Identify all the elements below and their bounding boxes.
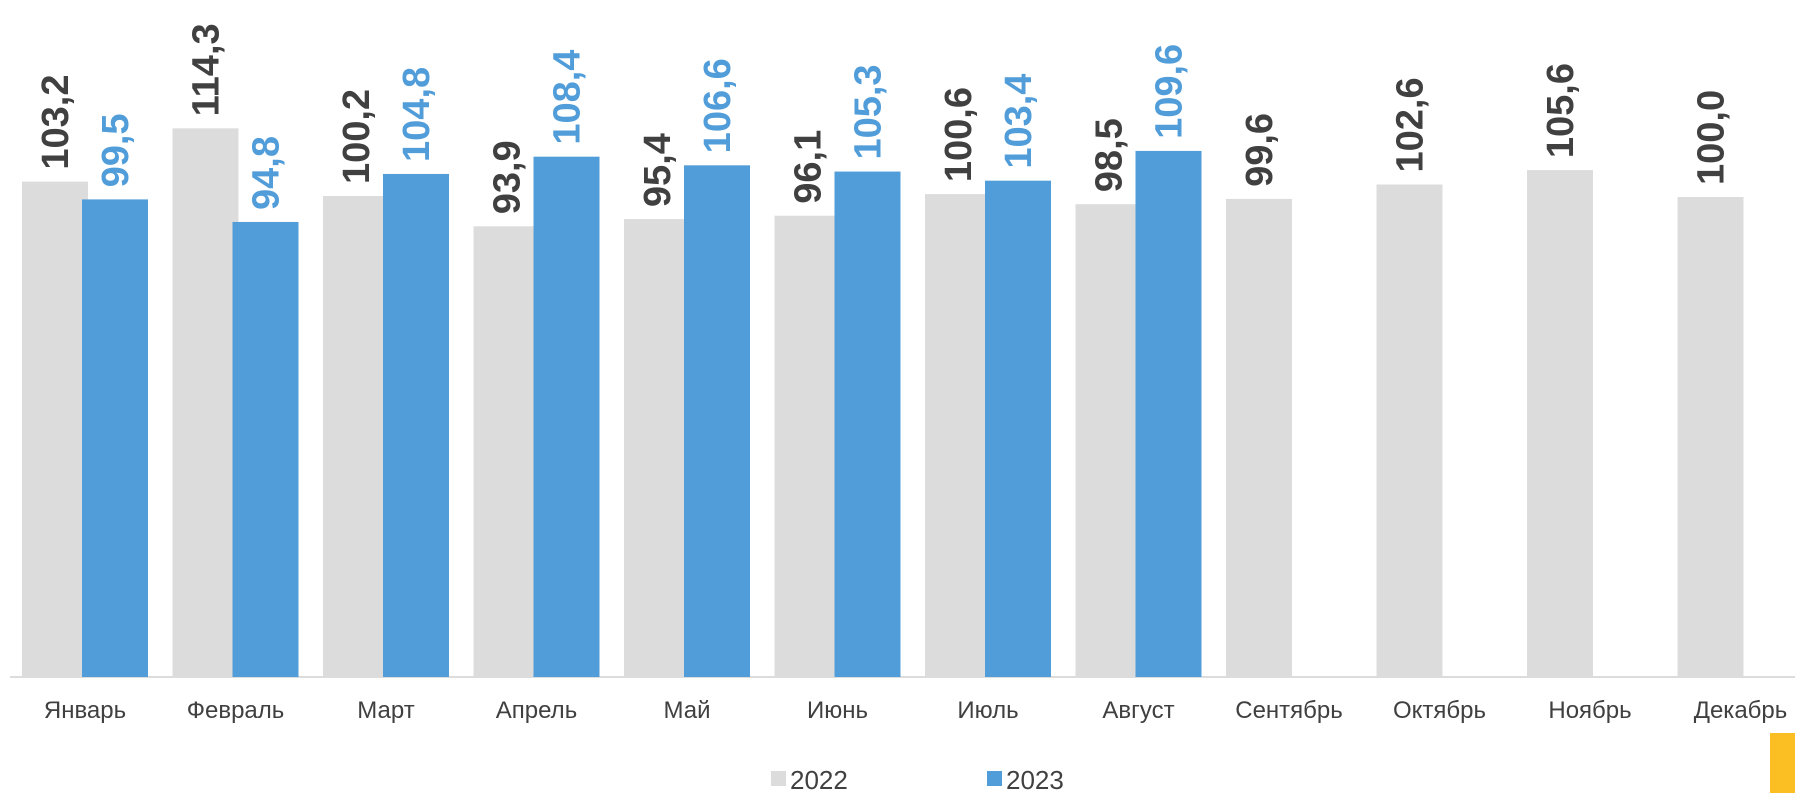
value-label-2022-2: 114,3 bbox=[186, 23, 228, 116]
legend-swatch-2023 bbox=[987, 771, 1002, 786]
category-label-11: Ноябрь bbox=[1548, 697, 1631, 724]
category-label-4: Апрель bbox=[496, 697, 577, 724]
bar-2022-9 bbox=[1226, 198, 1292, 678]
legend-swatch-2022 bbox=[771, 771, 786, 786]
value-label-2023-8: 109,6 bbox=[1149, 44, 1191, 139]
bar-2022-7 bbox=[925, 194, 991, 677]
category-label-5: Май bbox=[663, 697, 710, 724]
category-labels-group: Январь Февраль Март Апрель Май Июнь Июль Август… bbox=[44, 697, 1787, 724]
category-label-3: Март bbox=[357, 697, 414, 724]
bar-2023-3 bbox=[383, 173, 449, 677]
category-label-2: Февраль bbox=[187, 697, 285, 724]
bar-2023-6 bbox=[834, 171, 901, 677]
bar-2023-8 bbox=[1135, 150, 1202, 678]
value-label-2022-12: 100,0 bbox=[1691, 90, 1733, 185]
bar-2022-8 bbox=[1075, 204, 1142, 677]
value-label-2022-10: 102,6 bbox=[1390, 77, 1432, 172]
bar-2022-11 bbox=[1527, 170, 1593, 677]
value-label-2022-11: 105,6 bbox=[1540, 63, 1582, 158]
bar-2023-5 bbox=[684, 165, 750, 677]
value-label-2022-9: 99,6 bbox=[1239, 113, 1281, 187]
bar-2022-10 bbox=[1376, 184, 1443, 677]
legend-label-2023: 2023 bbox=[1006, 765, 1064, 793]
value-label-2023-4: 108,4 bbox=[547, 50, 589, 145]
category-label-7: Июль bbox=[957, 697, 1018, 724]
bar-2022-5 bbox=[624, 219, 690, 677]
value-label-2023-7: 103,4 bbox=[998, 74, 1040, 169]
value-label-2023-1: 99,5 bbox=[95, 113, 137, 187]
legend: 2022 2023 bbox=[771, 765, 1064, 793]
value-label-2023-5: 106,6 bbox=[697, 58, 739, 153]
bar-2023-7 bbox=[985, 180, 1051, 677]
category-label-6: Июнь bbox=[807, 697, 868, 724]
bar-2022-1 bbox=[22, 181, 88, 677]
legend-label-2022: 2022 bbox=[790, 765, 848, 793]
bars-group bbox=[22, 128, 1744, 678]
bar-2023-1 bbox=[82, 199, 148, 677]
category-label-10: Октябрь bbox=[1393, 697, 1486, 724]
value-label-2022-3: 100,2 bbox=[336, 89, 378, 184]
bar-2022-3 bbox=[323, 196, 389, 678]
bar-2022-4 bbox=[473, 226, 540, 677]
bar-2023-2 bbox=[232, 221, 299, 677]
bar-2022-6 bbox=[774, 215, 841, 677]
value-label-2022-6: 96,1 bbox=[788, 130, 830, 204]
value-label-2022-5: 95,4 bbox=[637, 133, 679, 207]
value-label-2023-2: 94,8 bbox=[246, 136, 288, 210]
value-label-2023-3: 104,8 bbox=[396, 67, 438, 162]
value-label-2022-4: 93,9 bbox=[487, 140, 529, 214]
category-label-9: Сентябрь bbox=[1235, 697, 1343, 724]
category-label-1: Январь bbox=[44, 697, 126, 724]
value-labels-group: 103,2 99,5 114,3 94,8 100,2 104,8 93,9 108,4 95,… bbox=[35, 23, 1733, 214]
bar-2022-2 bbox=[172, 128, 239, 678]
corner-accent-shape bbox=[1770, 733, 1795, 793]
value-label-2023-6: 105,3 bbox=[848, 64, 890, 159]
value-label-2022-7: 100,6 bbox=[938, 87, 980, 182]
bar-2023-4 bbox=[533, 156, 600, 677]
bar-2022-12 bbox=[1677, 197, 1744, 677]
category-label-12: Декабрь bbox=[1694, 697, 1788, 724]
category-label-8: Август bbox=[1102, 697, 1174, 724]
value-label-2022-8: 98,5 bbox=[1089, 118, 1131, 192]
value-label-2022-1: 103,2 bbox=[35, 75, 77, 170]
